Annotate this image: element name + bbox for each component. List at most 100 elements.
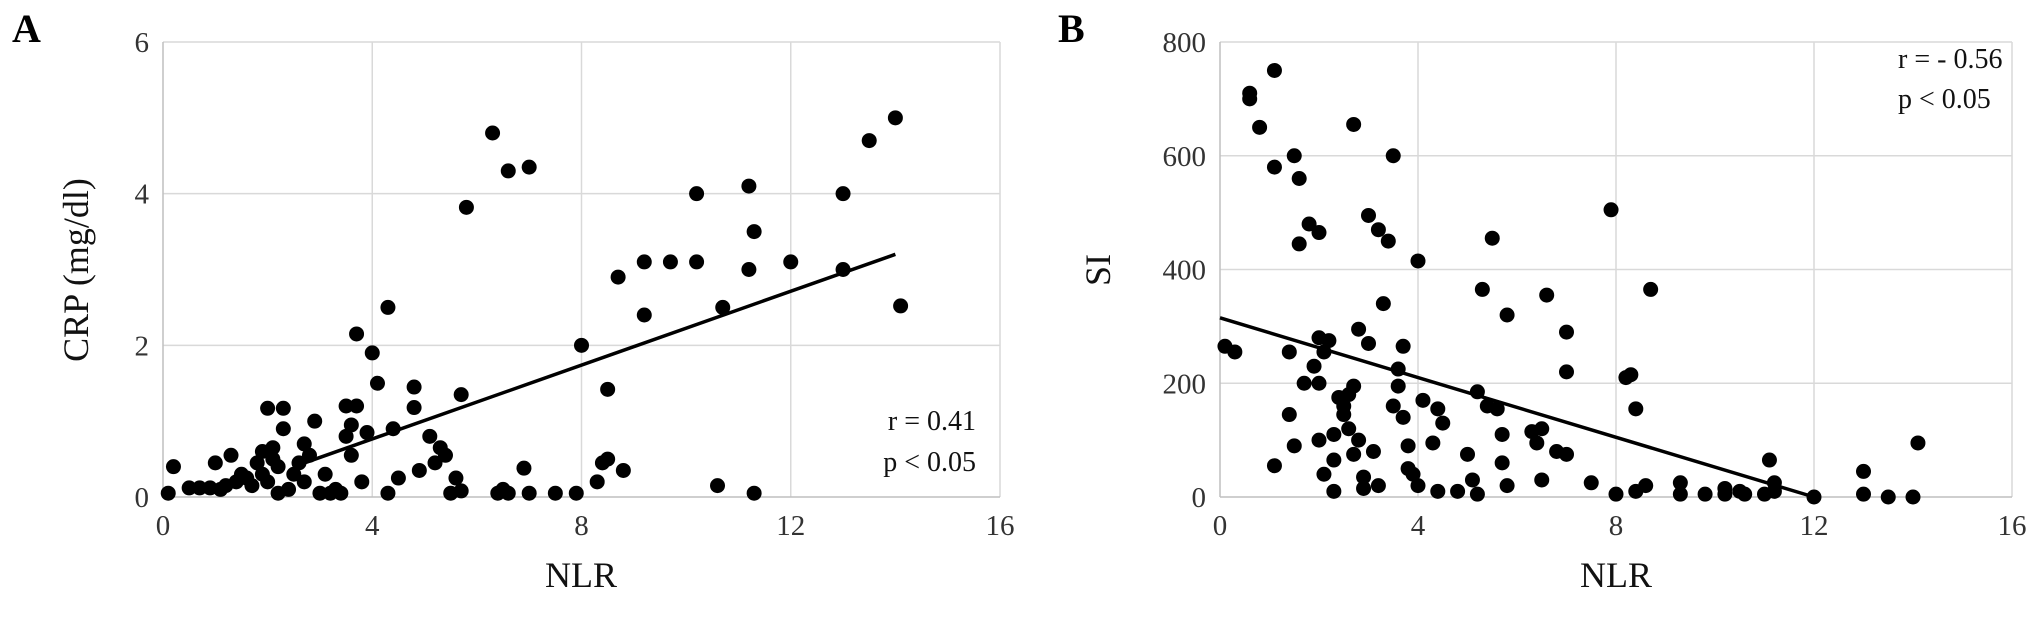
panel-letter: A: [12, 6, 41, 51]
data-point: [1375, 296, 1391, 312]
correlation-label: r = 0.41: [888, 406, 976, 437]
data-point: [1321, 333, 1337, 349]
data-point: [1351, 432, 1367, 448]
data-point: [1286, 438, 1302, 454]
data-point: [1346, 116, 1362, 132]
data-point: [1425, 435, 1441, 451]
data-point: [380, 485, 396, 501]
data-point: [1346, 378, 1362, 394]
x-tick-label: 4: [365, 510, 380, 542]
data-point: [1672, 475, 1688, 491]
data-point: [1385, 148, 1401, 164]
data-point: [338, 398, 354, 414]
data-point: [1529, 435, 1545, 451]
data-point: [1737, 486, 1753, 502]
data-point: [1301, 216, 1317, 232]
data-point: [500, 163, 516, 179]
data-point: [1410, 253, 1426, 269]
data-point: [1910, 435, 1926, 451]
data-point: [406, 379, 422, 395]
data-point: [270, 459, 286, 475]
data-point: [1430, 483, 1446, 499]
data-point: [1316, 466, 1332, 482]
data-point: [1539, 287, 1555, 303]
panel-letter: B: [1058, 6, 1085, 51]
data-point: [1474, 281, 1490, 297]
data-point: [662, 254, 678, 270]
data-point: [1534, 472, 1550, 488]
data-point: [516, 460, 532, 476]
data-point: [1385, 398, 1401, 414]
data-point: [1559, 446, 1574, 462]
data-point: [223, 447, 239, 463]
data-point: [1405, 466, 1421, 482]
data-point: [1559, 324, 1574, 340]
data-point: [406, 400, 422, 416]
data-point: [689, 254, 705, 270]
data-point: [1266, 458, 1282, 474]
y-tick-label: 400: [1163, 255, 1207, 287]
data-point: [275, 421, 291, 437]
data-point: [1395, 338, 1411, 354]
data-point: [1623, 367, 1639, 383]
data-point: [1880, 489, 1896, 505]
data-point: [521, 159, 537, 175]
data-point: [1311, 225, 1327, 241]
x-tick-label: 8: [574, 510, 589, 542]
data-point: [1450, 483, 1466, 499]
x-axis-title: NLR: [545, 555, 617, 595]
data-point: [547, 485, 563, 501]
x-axis-title: NLR: [1580, 555, 1652, 595]
data-point: [893, 298, 909, 314]
data-point: [1390, 378, 1406, 394]
data-point: [343, 417, 359, 433]
data-point: [1346, 446, 1362, 462]
data-point: [1361, 335, 1376, 351]
trend-line: [293, 252, 896, 469]
data-point: [160, 485, 176, 501]
data-point: [1494, 455, 1510, 471]
y-tick-label: 4: [135, 179, 150, 211]
data-point: [312, 485, 328, 501]
data-point: [1306, 358, 1322, 374]
data-point: [689, 186, 705, 202]
x-tick-label: 12: [776, 510, 805, 542]
data-point: [192, 480, 208, 496]
chart-panel-b: B 0 4 8 12 16 0 200 400 600 800 NLR SI r = - 0.56 p < …: [1058, 6, 2027, 595]
data-point: [1266, 62, 1282, 78]
y-tick-label: 200: [1163, 368, 1207, 400]
data-point: [746, 485, 762, 501]
data-point: [411, 462, 427, 478]
x-tick-label: 16: [986, 510, 1015, 542]
chart-panel-a: A 0 4 8 12 16 0 2 4 6 NLR CRP (mg/dl) r = 0.41 p < 0.…: [12, 6, 1015, 595]
data-point: [783, 254, 799, 270]
data-point: [1559, 364, 1574, 380]
x-tick-label: 0: [156, 510, 171, 542]
data-point: [1311, 375, 1327, 391]
data-point: [1380, 233, 1396, 249]
data-point: [1252, 119, 1268, 135]
data-point: [1697, 486, 1713, 502]
data-point: [354, 474, 370, 490]
data-point: [265, 440, 281, 456]
y-tick-label: 6: [135, 27, 150, 59]
data-point: [600, 381, 616, 397]
data-point: [1534, 421, 1550, 437]
data-point: [1856, 463, 1871, 479]
data-point: [1856, 486, 1871, 502]
data-point: [746, 224, 762, 240]
data-point: [1365, 444, 1381, 459]
data-point: [636, 307, 652, 323]
data-point: [615, 462, 631, 478]
data-point: [364, 345, 380, 361]
data-point: [1356, 469, 1372, 485]
data-point: [296, 436, 312, 452]
data-point: [349, 398, 365, 414]
data-point: [422, 428, 438, 444]
data-point: [338, 428, 354, 444]
data-point: [1583, 475, 1599, 491]
data-point: [1361, 207, 1376, 223]
data-point: [1717, 486, 1733, 502]
data-point: [1227, 344, 1243, 360]
data-point: [1326, 483, 1342, 499]
